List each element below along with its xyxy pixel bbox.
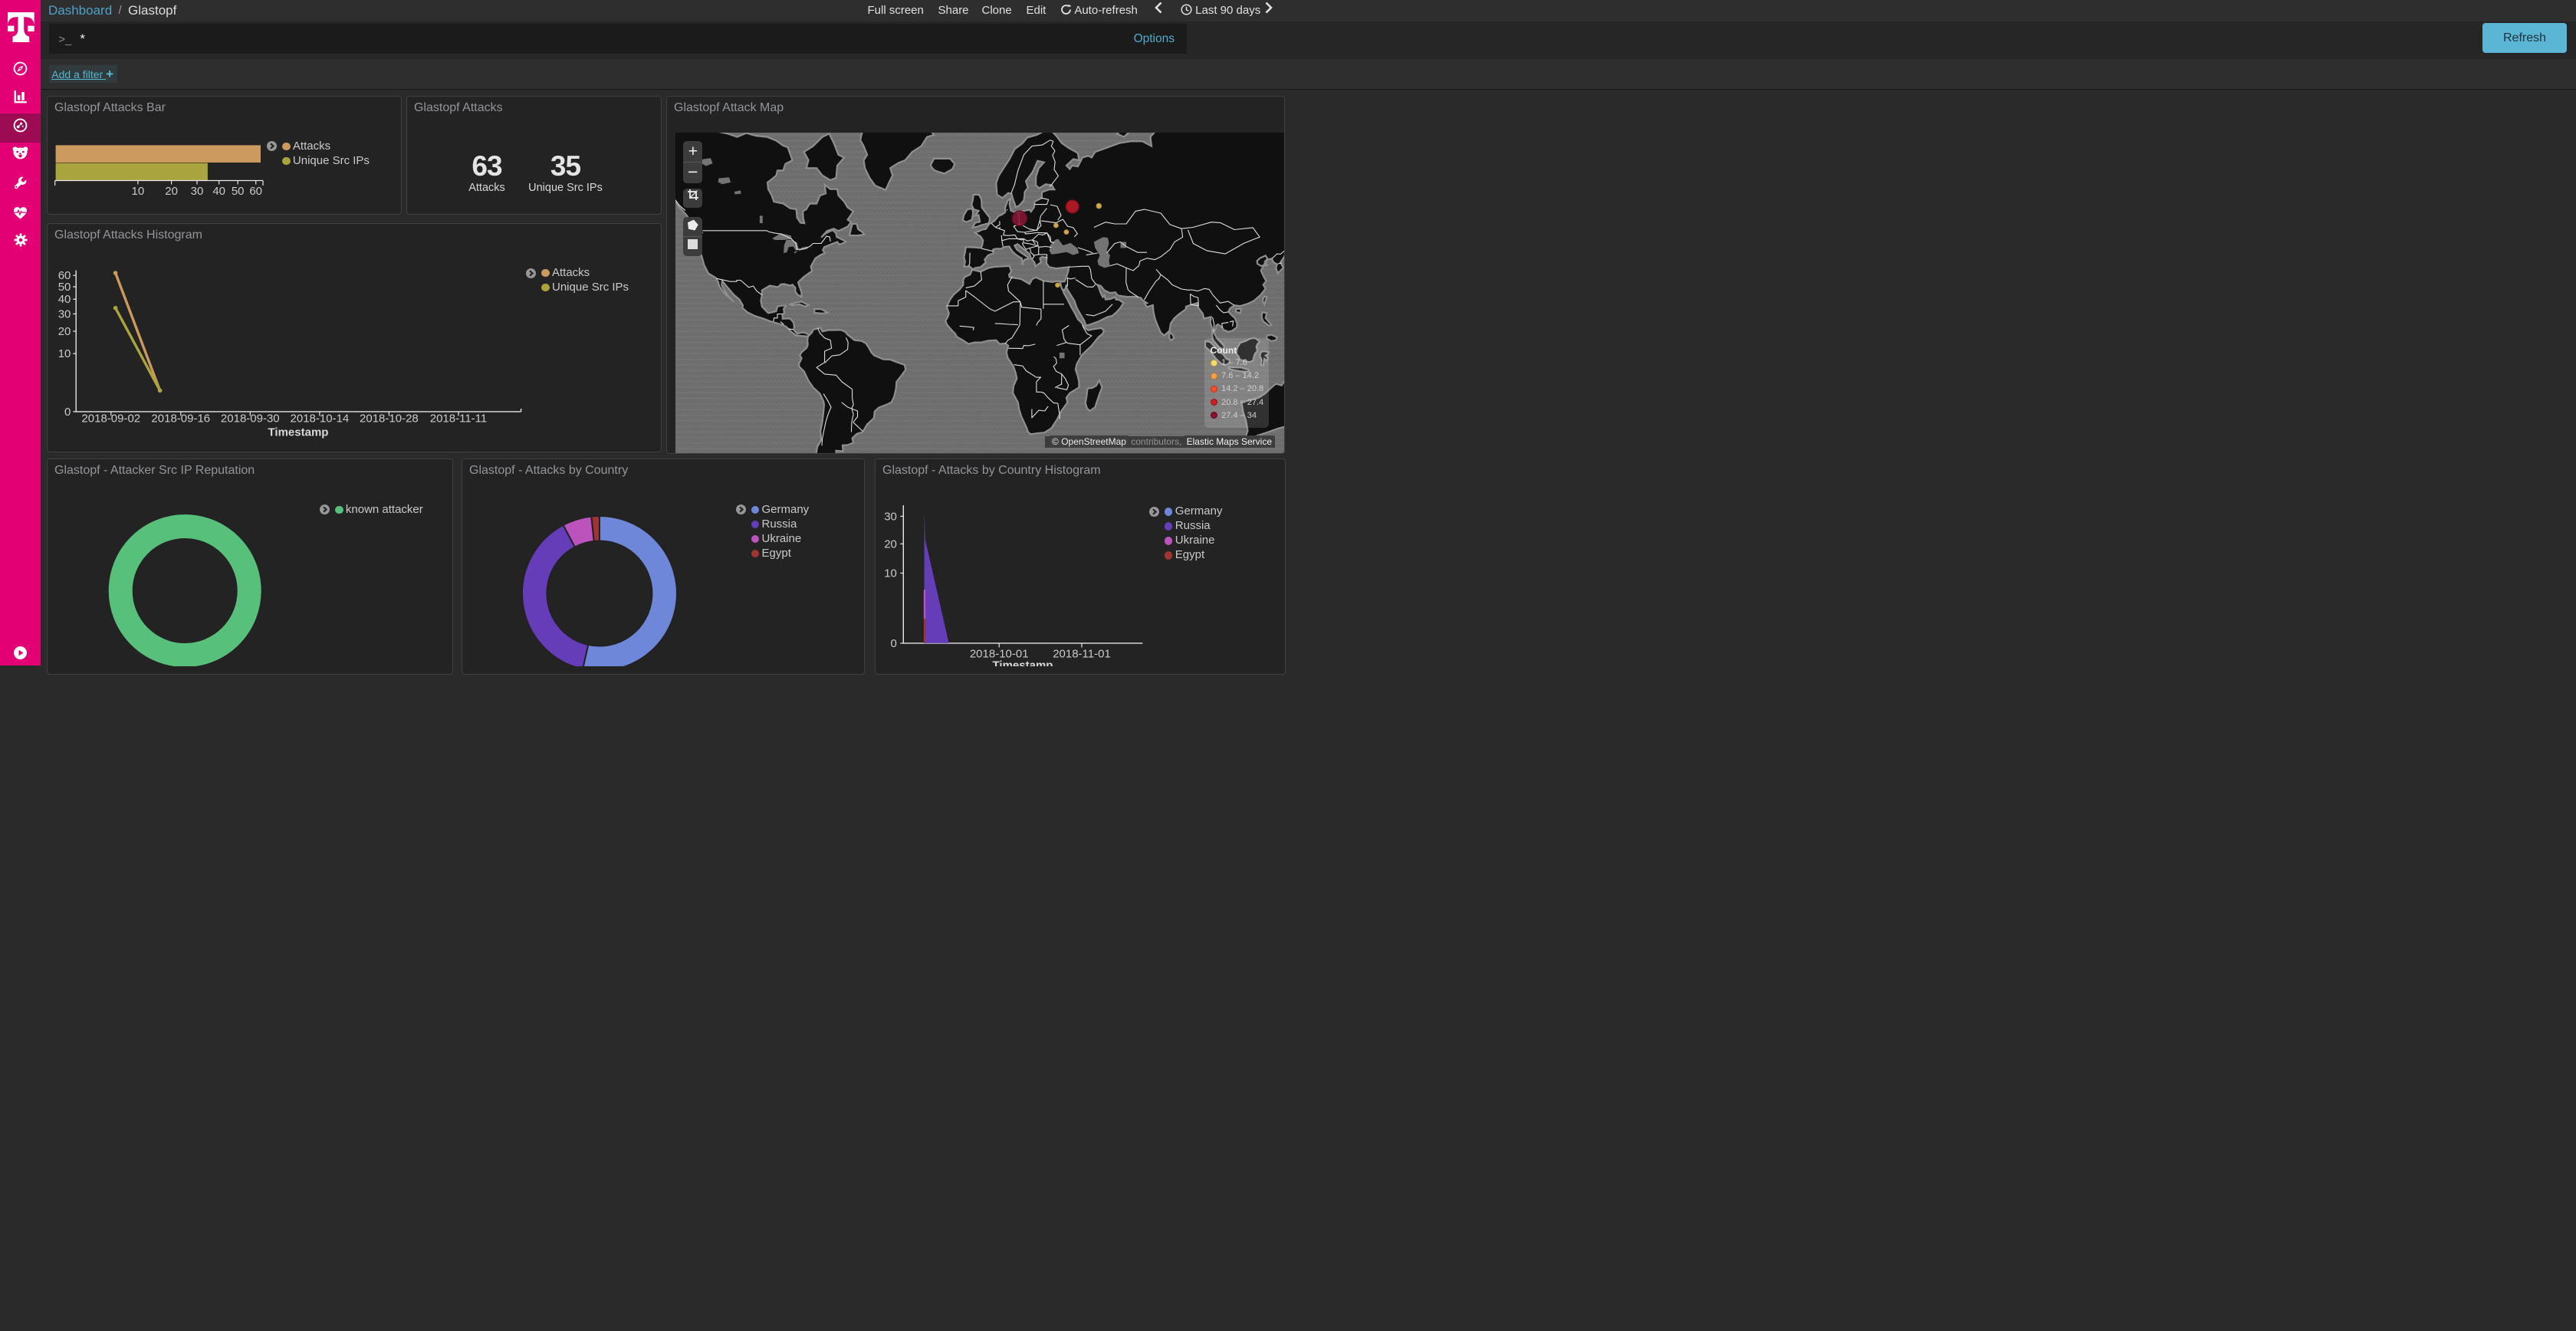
svg-text:40: 40 [212, 185, 225, 198]
svg-text:10: 10 [58, 347, 71, 360]
svg-text:2018-11-01: 2018-11-01 [1053, 648, 1111, 661]
svg-text:30: 30 [58, 307, 71, 320]
svg-text:50: 50 [232, 185, 245, 198]
svg-text:2018-11-11: 2018-11-11 [430, 412, 488, 426]
svg-text:2018-10-14: 2018-10-14 [291, 412, 350, 426]
svg-text:Timestamp: Timestamp [993, 659, 1053, 667]
svg-text:0: 0 [891, 637, 897, 650]
svg-text:0: 0 [64, 406, 71, 419]
svg-text:60: 60 [58, 269, 71, 282]
svg-text:2018-10-01: 2018-10-01 [970, 648, 1029, 661]
svg-text:20: 20 [165, 185, 178, 198]
svg-text:40: 40 [58, 293, 71, 306]
svg-text:30: 30 [191, 185, 204, 198]
svg-text:2018-09-16: 2018-09-16 [151, 412, 210, 426]
svg-text:10: 10 [132, 185, 145, 198]
svg-text:Timestamp: Timestamp [268, 426, 329, 439]
svg-text:2018-09-30: 2018-09-30 [221, 412, 280, 426]
svg-text:30: 30 [884, 510, 897, 523]
svg-text:2018-10-28: 2018-10-28 [360, 412, 419, 426]
svg-text:10: 10 [884, 567, 897, 580]
svg-text:50: 50 [58, 281, 71, 294]
svg-text:2018-09-02: 2018-09-02 [81, 412, 140, 426]
svg-text:60: 60 [249, 185, 262, 198]
svg-text:20: 20 [884, 537, 897, 550]
svg-text:20: 20 [58, 325, 71, 338]
